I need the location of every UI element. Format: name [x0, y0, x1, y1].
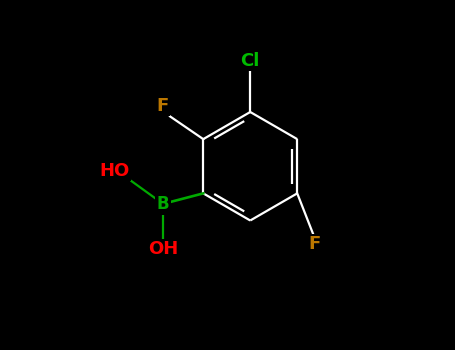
Text: OH: OH [148, 240, 178, 258]
Text: F: F [308, 235, 321, 253]
Text: F: F [156, 97, 168, 115]
Text: HO: HO [100, 162, 130, 180]
Text: Cl: Cl [241, 52, 260, 70]
Text: B: B [157, 195, 169, 213]
